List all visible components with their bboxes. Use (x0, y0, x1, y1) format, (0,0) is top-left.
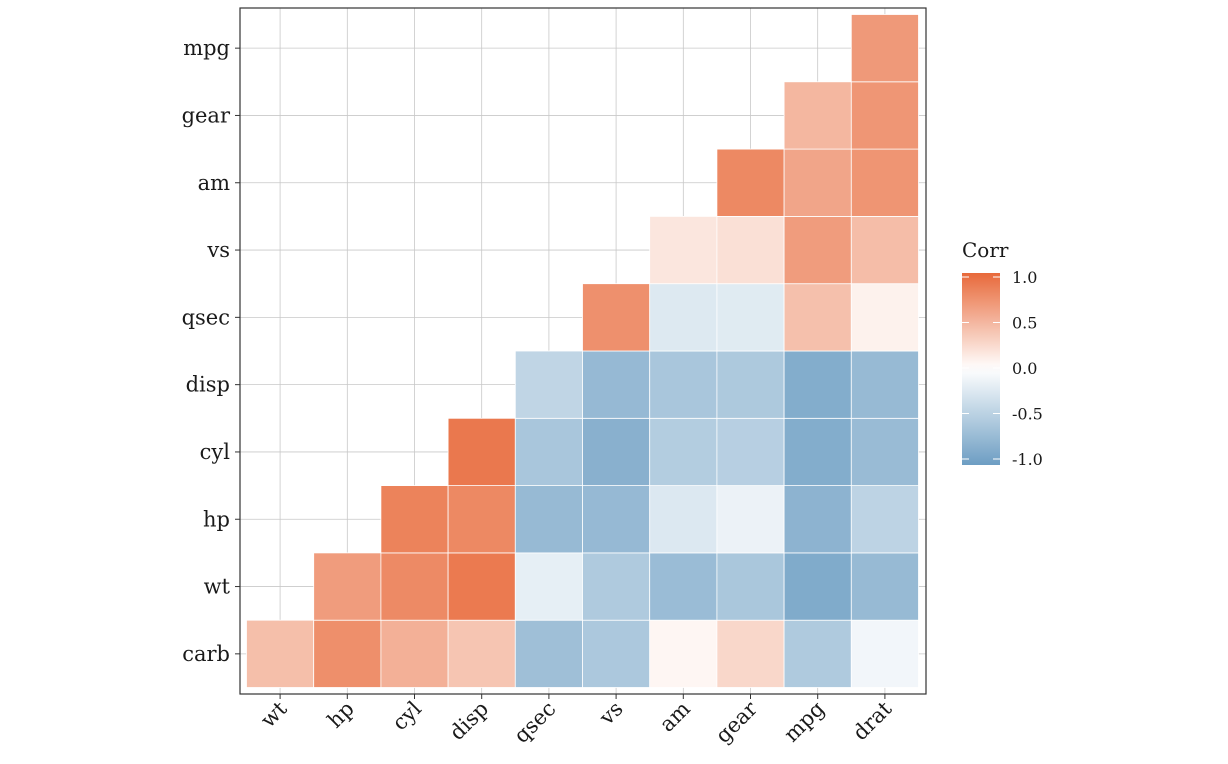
heatmap-cell (716, 485, 785, 554)
heatmap-cell (380, 552, 449, 621)
y-axis: carb wt hp cyl disp qsec vs am gear mpg (182, 36, 240, 666)
heatmap-cell (716, 619, 785, 688)
heatmap-cell (582, 485, 651, 554)
y-tick-label: cyl (200, 440, 231, 464)
heatmap-cell (514, 552, 583, 621)
legend-tick-label: 0.0 (1012, 359, 1037, 378)
heatmap-cell (582, 619, 651, 688)
x-tick-label: cyl (388, 696, 427, 735)
x-axis: wt hp cyl disp qsec vs am gear mpg drat (256, 694, 897, 748)
heatmap-cell (783, 283, 852, 352)
heatmap-cell (649, 485, 718, 554)
heatmap-cell (850, 283, 919, 352)
heatmap-cell (850, 619, 919, 688)
x-tick-label: hp (323, 697, 359, 733)
x-tick-label: qsec (509, 697, 560, 748)
x-tick-label: wt (256, 696, 292, 732)
x-tick-label: gear (711, 696, 763, 748)
heatmap-cell (850, 148, 919, 217)
heatmap-cell (716, 552, 785, 621)
heatmap-cell (850, 417, 919, 486)
legend-tick-label: -0.5 (1012, 405, 1043, 424)
heatmap-cell (246, 619, 315, 688)
heatmap-cell (649, 350, 718, 419)
heatmap-cell (649, 283, 718, 352)
heatmap-cell (783, 215, 852, 285)
heatmap-cell (380, 619, 449, 688)
heatmap-cell (850, 552, 919, 621)
heatmap-cell (850, 14, 919, 83)
heatmap-cell (783, 417, 852, 486)
heatmap-cell (850, 215, 919, 285)
heatmap-cell (582, 350, 651, 419)
heatmap-cell (649, 417, 718, 486)
heatmap-cell (783, 81, 852, 150)
heatmap-cell (380, 485, 449, 554)
heatmap-cell (783, 148, 852, 217)
y-tick-label: disp (186, 373, 230, 397)
heatmap-cell (649, 552, 718, 621)
y-tick-label: carb (182, 642, 230, 666)
heatmap-cell (447, 552, 516, 621)
heatmap-cell (514, 619, 583, 688)
panel-border (239, 7, 927, 695)
x-tick-label: drat (848, 696, 897, 745)
legend-colorbar (962, 273, 1000, 465)
x-tick-label: mpg (779, 697, 829, 747)
y-tick-label: gear (182, 103, 231, 127)
heatmap-cell (649, 215, 718, 285)
y-tick-label: wt (204, 575, 231, 599)
x-tick-label: am (655, 697, 695, 737)
legend: Corr 1.0 0.5 0.0 -0.5 -1.0 (962, 238, 1043, 469)
heatmap-cell (447, 619, 516, 688)
y-tick-label: hp (203, 507, 230, 531)
plot-panel (239, 7, 927, 695)
y-tick-label: am (198, 171, 231, 195)
heatmap-cell (716, 283, 785, 352)
heatmap-cell (716, 148, 785, 217)
heatmap-cell (313, 552, 382, 621)
heatmap-cell (716, 215, 785, 285)
legend-tick-label: 1.0 (1012, 268, 1037, 287)
heatmap-cell (850, 81, 919, 150)
heatmap-cell (447, 417, 516, 486)
heatmap-cell (850, 485, 919, 554)
heatmap-cell (514, 350, 583, 419)
heatmap-cell (850, 350, 919, 419)
x-tick-label: vs (594, 697, 628, 731)
heatmap-cell (783, 485, 852, 554)
legend-tick-label: -1.0 (1012, 450, 1043, 469)
heatmap-cell (783, 619, 852, 688)
y-tick-label: qsec (182, 305, 230, 329)
heatmap-cell (582, 552, 651, 621)
heatmap-cell (582, 283, 651, 352)
heatmap-cell (783, 552, 852, 621)
heatmap-cell (649, 619, 718, 688)
legend-title: Corr (962, 238, 1009, 262)
y-tick-label: mpg (183, 36, 230, 60)
heatmap-cell (582, 417, 651, 486)
heatmap-cell (447, 485, 516, 554)
legend-tick-label: 0.5 (1012, 314, 1037, 333)
heatmap-cell (514, 485, 583, 554)
y-tick-label: vs (206, 238, 230, 262)
x-tick-label: disp (445, 697, 493, 745)
heatmap-cell (783, 350, 852, 419)
heatmap-cell (514, 417, 583, 486)
heatmap-cell (313, 619, 382, 688)
heatmap-cell (716, 350, 785, 419)
heatmap-cell (716, 417, 785, 486)
